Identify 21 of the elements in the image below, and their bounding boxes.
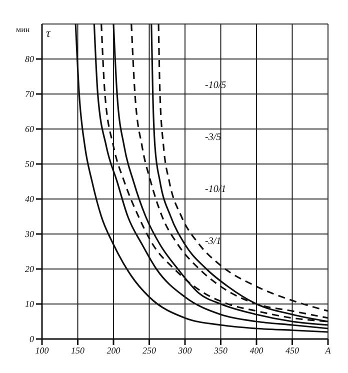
y-tick-label: 10 <box>25 299 34 310</box>
x-tick-label: 450 <box>286 345 300 356</box>
y-tick-label: 80 <box>25 54 34 64</box>
y-tick-label: 30 <box>24 229 34 240</box>
x-tick-label: 400 <box>250 345 264 356</box>
x-tick-label: 350 <box>213 345 228 356</box>
y-axis-title: мин <box>16 25 30 34</box>
y-tick-label: 20 <box>25 264 34 274</box>
y-tick-label: 0 <box>30 334 34 344</box>
annotation: τ <box>46 26 50 40</box>
x-tick-label: 250 <box>142 345 156 356</box>
x-tick-label: 200 <box>106 345 121 356</box>
annotation: -3/1 <box>205 236 222 247</box>
x-tick-label: 150 <box>71 345 85 356</box>
y-tick-label: 40 <box>25 194 34 204</box>
x-tick-label: 100 <box>35 345 50 356</box>
y-tick-label: 70 <box>25 89 34 100</box>
x-tick-label: A <box>324 345 332 356</box>
x-tick-label: 300 <box>177 345 192 356</box>
y-tick-label: 60 <box>25 124 34 134</box>
y-tick-label: 50 <box>25 159 34 170</box>
